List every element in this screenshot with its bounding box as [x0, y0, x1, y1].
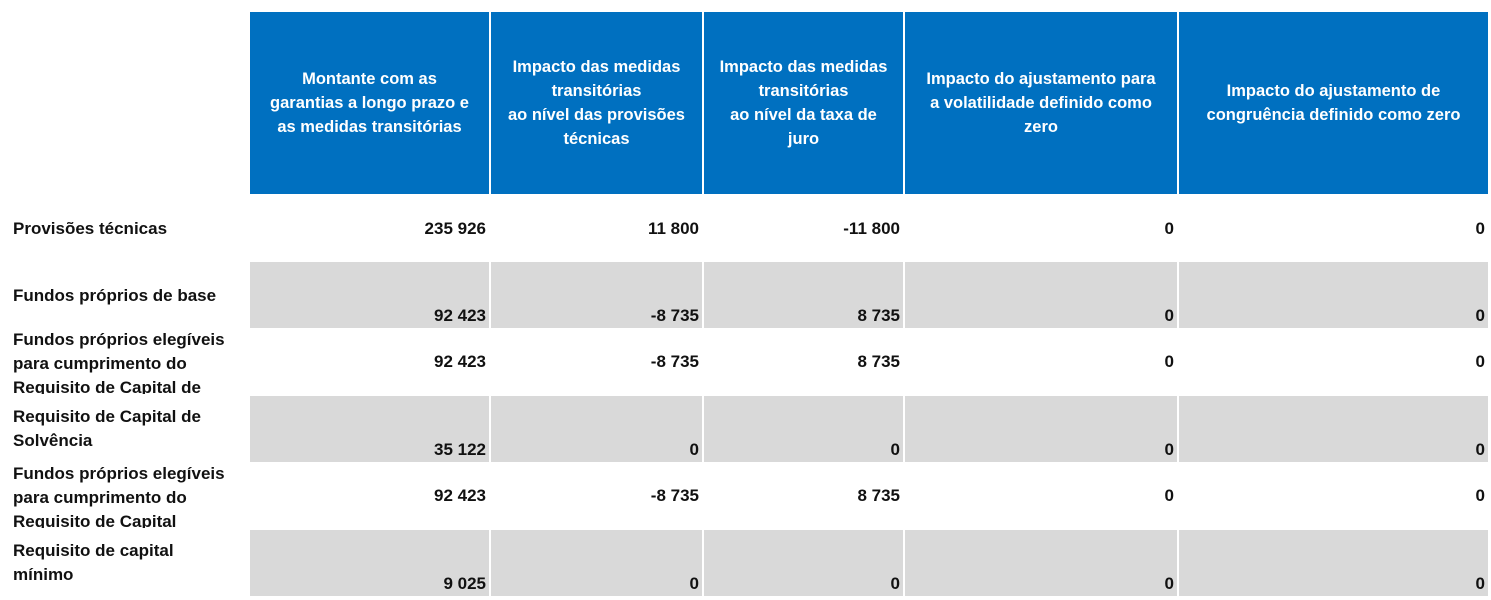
table-cell: 35 122: [250, 396, 491, 462]
column-header-volatility-adjustment-zero: Impacto do ajustamento para a volatilida…: [905, 12, 1179, 194]
table-cell: 0: [905, 530, 1179, 596]
table-cell: 0: [704, 396, 905, 462]
table-cell: 8 735: [704, 328, 905, 396]
row-label: Requisito de capital mínimo: [13, 541, 174, 584]
table-cell: 0: [905, 196, 1179, 262]
table-cell: 235 926: [250, 196, 491, 262]
table-row: Fundos próprios elegíveis para cumprimen…: [0, 462, 1491, 530]
table-cell: 0: [1475, 219, 1485, 238]
table-cell: 92 423: [250, 462, 491, 530]
row-label: Requisito de Capital de Solvência: [13, 407, 201, 450]
table-row: Requisito de Capital de Solvência 35 122…: [0, 396, 1491, 462]
table-cell: 0: [491, 396, 704, 462]
table-row: Fundos próprios elegíveis para cumprimen…: [0, 328, 1491, 396]
table-cell: -8 735: [491, 262, 704, 328]
table-cell: 0: [1475, 486, 1485, 505]
table-cell: 0: [1179, 530, 1488, 596]
table-cell: 0: [1179, 262, 1488, 328]
column-header-transitional-interest-rate: Impacto das medidas transitórias ao níve…: [704, 12, 905, 194]
table-cell: 0: [1179, 396, 1488, 462]
table-cell: 8 735: [704, 462, 905, 530]
table-cell: 0: [905, 328, 1179, 396]
table-cell: 0: [905, 262, 1179, 328]
table-row: Provisões técnicas 235 926 11 800 -11 80…: [0, 196, 1491, 262]
table-header-row: Montante com as garantias a longo prazo …: [250, 12, 1488, 194]
table-cell: 0: [1475, 352, 1485, 371]
row-label: Provisões técnicas: [13, 219, 168, 238]
table-cell: 0: [704, 530, 905, 596]
table-row: Requisito de capital mínimo 9 025 0 0 0 …: [0, 530, 1491, 596]
table-cell: 8 735: [704, 262, 905, 328]
column-header-amount-with-ltg: Montante com as garantias a longo prazo …: [250, 12, 491, 194]
table-cell: 0: [905, 396, 1179, 462]
table-cell: 11 800: [491, 196, 704, 262]
row-label: Fundos próprios de base: [13, 286, 217, 305]
table-cell: 0: [491, 530, 704, 596]
row-label: Fundos próprios elegíveis para cumprimen…: [13, 330, 225, 394]
table-cell: -11 800: [704, 196, 905, 262]
table-cell: 92 423: [250, 262, 491, 328]
column-header-matching-adjustment-zero: Impacto do ajustamento de congruência de…: [1179, 12, 1488, 194]
table-cell: 92 423: [250, 328, 491, 396]
table-cell: -8 735: [491, 328, 704, 396]
table-row: Fundos próprios de base 92 423 -8 735 8 …: [0, 262, 1491, 328]
table-cell: 9 025: [250, 530, 491, 596]
row-label: Fundos próprios elegíveis para cumprimen…: [13, 464, 225, 528]
table-cell: 0: [905, 462, 1179, 530]
table-cell: -8 735: [491, 462, 704, 530]
column-header-transitional-technical-provisions: Impacto das medidas transitórias ao níve…: [491, 12, 704, 194]
